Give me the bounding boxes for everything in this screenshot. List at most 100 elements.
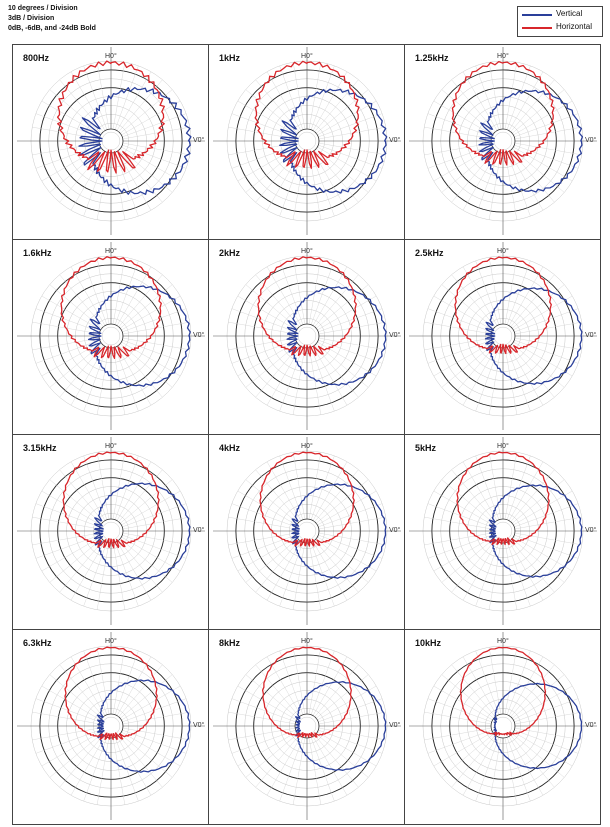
grid-spoke xyxy=(512,733,565,778)
grid-spoke xyxy=(32,337,100,351)
grid-spoke xyxy=(228,337,296,351)
grid-spoke xyxy=(120,479,173,524)
grid-spoke xyxy=(316,538,369,583)
grid-spoke xyxy=(451,469,496,522)
series-vertical xyxy=(295,680,387,771)
legend-label-vertical: Vertical xyxy=(556,9,583,18)
grid-ring xyxy=(101,716,121,736)
grid-spoke xyxy=(312,736,348,796)
grid-spoke xyxy=(512,343,565,388)
grid-spoke xyxy=(118,150,163,203)
grid-spoke xyxy=(255,469,300,522)
grid-ring xyxy=(101,131,121,151)
grid-spoke xyxy=(49,284,102,329)
axis-label-h0: H0° xyxy=(497,443,509,450)
grid-spoke xyxy=(255,540,300,593)
grid-spoke xyxy=(316,479,369,524)
grid-spoke xyxy=(488,152,502,220)
series-vertical xyxy=(96,679,191,773)
grid-spoke xyxy=(96,542,110,610)
grid-spoke xyxy=(116,151,152,211)
polar-plot xyxy=(213,47,401,235)
axis-label-h0: H0° xyxy=(105,53,117,60)
legend-swatch-horizontal xyxy=(522,27,552,29)
polar-plot xyxy=(409,632,597,820)
legend-label-horizontal: Horizontal xyxy=(556,22,593,31)
series-vertical xyxy=(93,482,191,580)
grid-spoke xyxy=(279,737,304,802)
grid-ring xyxy=(101,326,121,346)
grid-spoke xyxy=(292,347,306,415)
grid-spoke xyxy=(318,727,386,741)
grid-spoke xyxy=(245,733,298,778)
axis-label-v0: V0° xyxy=(389,722,401,729)
grid-spoke xyxy=(514,729,579,754)
polar-panel: 3.15kHz H0° V0° xyxy=(13,435,209,630)
panel-title: 4kHz xyxy=(219,443,241,453)
grid-spoke xyxy=(441,89,494,134)
grid-spoke xyxy=(116,656,152,716)
grid-spoke xyxy=(70,346,106,406)
series-horizontal xyxy=(56,60,165,174)
series-horizontal xyxy=(454,256,552,355)
grid-spoke xyxy=(317,341,377,377)
grid-spoke xyxy=(424,532,492,546)
grid-spoke xyxy=(231,339,296,364)
grid-spoke xyxy=(114,65,139,130)
grid-spoke xyxy=(317,685,377,721)
grid-spoke xyxy=(35,308,100,333)
grid-spoke xyxy=(312,656,348,716)
axis-label-v0: V0° xyxy=(585,137,597,144)
series-vertical xyxy=(484,287,583,385)
grid-spoke xyxy=(116,71,152,131)
grid-spoke xyxy=(255,735,300,788)
axis-label-v0: V0° xyxy=(193,722,205,729)
series-vertical xyxy=(78,86,192,195)
grid-spoke xyxy=(451,345,496,398)
grid-spoke xyxy=(510,150,555,203)
grid-spoke xyxy=(237,536,297,572)
grid-spoke xyxy=(451,735,496,788)
grid-spoke xyxy=(118,735,163,788)
grid-spoke xyxy=(112,452,126,520)
grid-spoke xyxy=(318,339,383,364)
grid-spoke xyxy=(510,735,555,788)
grid-spoke xyxy=(488,62,502,130)
grid-spoke xyxy=(475,737,500,802)
grid-spoke xyxy=(510,274,555,327)
grid-spoke xyxy=(96,737,110,805)
grid-spoke xyxy=(318,532,386,546)
grid-spoke xyxy=(318,308,383,333)
grid-spoke xyxy=(427,308,492,333)
series-vertical xyxy=(87,285,191,387)
grid-spoke xyxy=(237,490,297,526)
panel-title: 8kHz xyxy=(219,638,241,648)
grid-spoke xyxy=(317,100,377,136)
grid-spoke xyxy=(451,664,496,717)
series-horizontal xyxy=(259,451,355,547)
grid-spoke xyxy=(441,479,494,524)
series-horizontal xyxy=(261,646,352,738)
grid-spoke xyxy=(317,146,377,182)
grid-spoke xyxy=(514,698,579,723)
grid-spoke xyxy=(41,490,101,526)
grid-spoke xyxy=(114,347,139,412)
grid-spoke xyxy=(513,490,573,526)
grid-spoke xyxy=(308,257,322,325)
series-horizontal xyxy=(451,60,555,166)
grid-spoke xyxy=(310,260,335,325)
legend-item-vertical: Vertical xyxy=(518,8,602,21)
grid-spoke xyxy=(318,321,386,335)
grid-spoke xyxy=(475,347,500,412)
grid-spoke xyxy=(41,685,101,721)
grid-spoke xyxy=(231,534,296,559)
grid-spoke xyxy=(318,142,386,156)
grid-spoke xyxy=(122,339,187,364)
grid-spoke xyxy=(70,736,106,796)
grid-spoke xyxy=(231,144,296,169)
grid-spoke xyxy=(266,346,302,406)
grid-spoke xyxy=(41,295,101,331)
axis-label-h0: H0° xyxy=(497,638,509,645)
grid-spoke xyxy=(279,260,304,325)
legend: Vertical Horizontal xyxy=(517,6,603,37)
